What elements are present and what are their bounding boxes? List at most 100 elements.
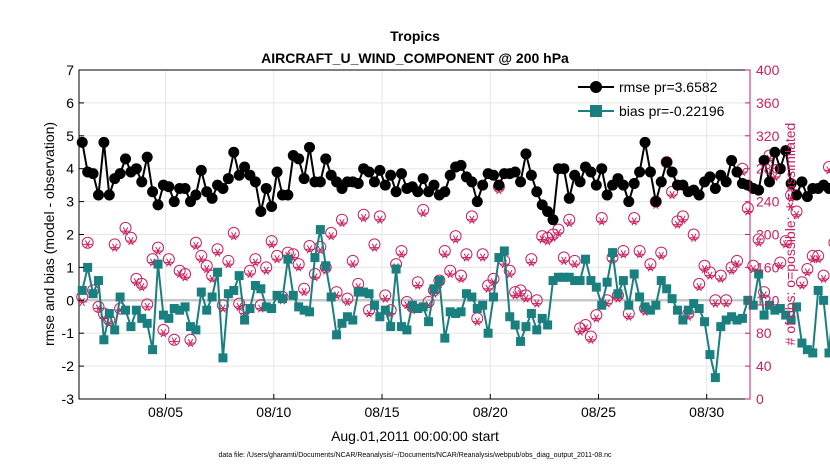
bias-point: [234, 271, 244, 281]
rmse-point: [304, 141, 316, 153]
bias-point: [635, 292, 645, 302]
bias-point: [148, 345, 158, 355]
obs-assimilated-point: [467, 215, 477, 224]
bias-point: [424, 317, 434, 327]
bias-point: [781, 310, 791, 320]
obs-possible-point: [152, 241, 165, 254]
bias-point: [570, 276, 580, 286]
rmse-point: [601, 189, 613, 201]
rmse-point: [693, 189, 705, 201]
obs-assimilated-point: [732, 259, 742, 269]
rmse-point: [103, 189, 115, 201]
rmse-point: [488, 169, 500, 181]
rmse-point: [666, 166, 678, 178]
y-left-tick-label: -3: [62, 391, 75, 407]
obs-possible-point: [806, 249, 819, 262]
obs-possible-point: [676, 210, 689, 223]
obs-possible-point: [308, 267, 321, 280]
rmse-point: [655, 176, 667, 188]
rmse-point: [255, 205, 267, 217]
bias-point: [191, 325, 201, 335]
obs-possible-point: [503, 264, 516, 277]
rmse-point: [493, 179, 505, 191]
bias-point: [770, 305, 780, 315]
obs-assimilated-point: [83, 240, 93, 249]
bias-point: [397, 322, 407, 332]
bias-point: [158, 310, 168, 320]
x-axis: 08/05 08/10 08/15 08/20 08/25 08/30: [148, 394, 724, 420]
obs-possible-point: [81, 236, 94, 249]
obs-possible-point: [628, 212, 641, 225]
obs-possible-point: [184, 333, 197, 346]
obs-possible-point: [216, 299, 229, 312]
rmse-point: [520, 148, 532, 160]
x-tick-label: 08/10: [256, 404, 291, 420]
obs-assimilated-point: [326, 231, 336, 241]
bias-point: [748, 300, 758, 310]
y-right-tick-label: 0: [756, 391, 764, 407]
bias-point: [808, 348, 818, 358]
obs-possible-point: [557, 251, 570, 264]
x-tick-label: 08/05: [148, 404, 183, 420]
bias-point: [337, 318, 347, 328]
bias-point: [315, 225, 325, 235]
bias-point: [532, 325, 542, 335]
bias-point: [299, 305, 309, 315]
bias-point: [548, 276, 558, 286]
obs-assimilated-point: [743, 207, 753, 216]
bias-point: [716, 322, 726, 332]
bias-point: [629, 269, 639, 279]
bias-point: [202, 305, 212, 315]
bias-point: [93, 276, 103, 286]
obs-assimilated-point: [618, 250, 628, 259]
bias-point: [656, 276, 666, 286]
obs-possible-point: [714, 269, 727, 282]
obs-assimilated-point: [781, 240, 791, 249]
bias-point: [813, 285, 823, 295]
obs-possible-point: [357, 208, 370, 221]
bias-point: [689, 299, 699, 309]
bias-point: [164, 313, 174, 323]
rmse-point: [92, 189, 104, 201]
obs-possible-point: [438, 244, 451, 257]
bias-point: [391, 264, 401, 274]
obs-possible-point: [411, 276, 424, 289]
bias-point: [364, 289, 374, 299]
bias-point: [294, 302, 304, 312]
obs-assimilated-point: [553, 228, 563, 238]
obs-assimilated-point: [413, 281, 423, 290]
bias-point: [700, 317, 710, 327]
obs-assimilated-point: [456, 274, 466, 284]
y-right-tick-label: 360: [756, 95, 780, 111]
bias-point: [326, 292, 336, 302]
obs-possible-point: [124, 231, 137, 244]
obs-possible-point: [363, 304, 376, 317]
obs-assimilated-point: [397, 250, 407, 259]
bias-point: [516, 336, 526, 346]
y-left-tick-label: 0: [66, 292, 74, 308]
obs-assimilated-point: [559, 256, 569, 265]
obs-assimilated-point: [299, 287, 309, 297]
obs-assimilated-point: [597, 217, 607, 226]
obs-assimilated-point: [369, 243, 379, 252]
rmse-point: [466, 176, 478, 188]
bias-point: [83, 262, 93, 272]
bias-point: [775, 304, 785, 314]
obs-assimilated-point: [196, 255, 206, 264]
y-right-tick-label: 80: [756, 325, 772, 341]
rmse-point: [374, 164, 386, 176]
bias-point: [732, 315, 742, 325]
rmse-point: [471, 196, 483, 208]
obs-assimilated-point: [645, 263, 655, 272]
bias-point: [543, 320, 553, 330]
obs-assimilated-point: [775, 261, 785, 270]
obs-assimilated-point: [797, 281, 807, 290]
obs-possible-point: [287, 248, 300, 261]
bias-point: [467, 292, 477, 302]
bias-point: [727, 312, 737, 322]
bias-point: [445, 307, 455, 317]
obs-assimilated-point: [472, 317, 482, 326]
bias-point: [353, 287, 363, 297]
bias-point: [645, 305, 655, 315]
